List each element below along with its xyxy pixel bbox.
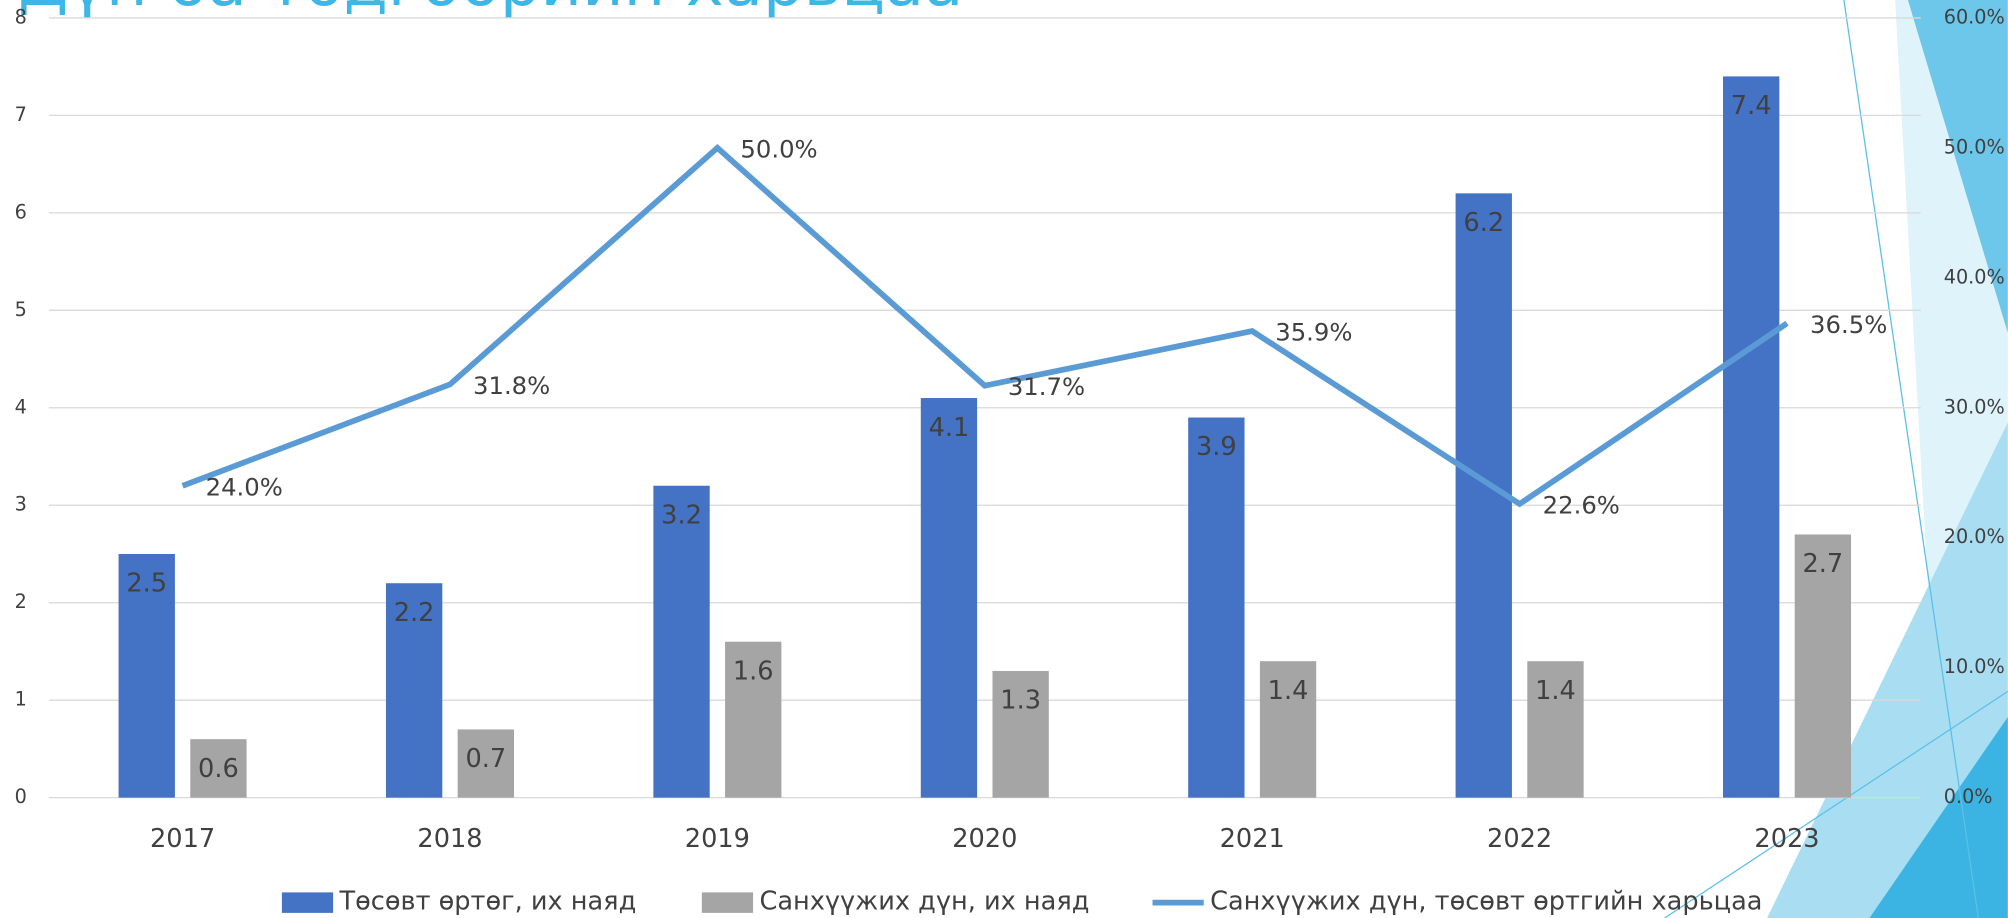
bar-label: 3.9 [1196, 432, 1237, 462]
y-tick-label: 6 [15, 200, 27, 223]
chart: Дүн ба төдгөөрийн харьцаа 0123456780.0%1… [0, 0, 2008, 918]
legend-label: Санхүүжих дүн, төсөвт өртгийн харьцаа [1210, 887, 1762, 917]
bar [653, 486, 709, 798]
bar-label: 4.1 [929, 413, 970, 443]
bar-label: 0.6 [198, 754, 239, 784]
bar [1723, 76, 1779, 797]
y2-tick-label: 0.0% [1944, 785, 1993, 808]
y2-tick-label: 30.0% [1944, 395, 2005, 418]
bar-label: 2.2 [394, 598, 435, 628]
line-label: 36.5% [1810, 310, 1887, 339]
bar [921, 398, 977, 798]
y-tick-label: 4 [15, 395, 27, 418]
bar-label: 3.2 [661, 500, 702, 530]
legend-label: Санхүүжих дүн, их наяд [759, 887, 1089, 917]
legend-label: Төсөвт өртөг, их наяд [339, 887, 637, 917]
x-tick-label: 2021 [1220, 824, 1285, 854]
line-label: 50.0% [740, 134, 817, 163]
legend-swatch [702, 892, 753, 912]
y-tick-label: 5 [15, 298, 27, 321]
line-label: 22.6% [1543, 491, 1620, 520]
line [183, 148, 1787, 504]
y2-tick-label: 50.0% [1944, 135, 2005, 158]
y-tick-label: 0 [15, 785, 27, 808]
y-tick-label: 3 [15, 493, 27, 516]
bar [1188, 418, 1244, 798]
y-tick-label: 7 [15, 103, 27, 126]
bar-label: 0.7 [465, 744, 506, 774]
y-tick-label: 8 [15, 5, 27, 28]
line-label: 31.7% [1008, 372, 1085, 401]
legend-swatch [282, 892, 333, 912]
x-tick-label: 2018 [417, 824, 482, 854]
bar-label: 2.7 [1803, 549, 1844, 579]
bar-label: 6.2 [1463, 208, 1504, 238]
y-tick-label: 1 [15, 688, 27, 711]
line-label: 24.0% [206, 472, 283, 501]
bar-label: 1.6 [733, 656, 774, 686]
bar-label: 1.3 [1000, 686, 1041, 716]
bar-label: 7.4 [1731, 91, 1772, 121]
y2-tick-label: 40.0% [1944, 265, 2005, 288]
y-tick-label: 2 [15, 590, 27, 613]
line-label: 31.8% [473, 371, 550, 400]
line-label: 35.9% [1275, 318, 1352, 347]
x-tick-label: 2020 [952, 824, 1017, 854]
x-tick-label: 2022 [1487, 824, 1552, 854]
y2-tick-label: 20.0% [1944, 525, 2005, 548]
x-tick-label: 2019 [685, 824, 750, 854]
y2-tick-label: 10.0% [1944, 655, 2005, 678]
x-tick-label: 2017 [150, 824, 215, 854]
y2-tick-label: 60.0% [1944, 5, 2005, 28]
x-tick-label: 2023 [1754, 824, 1819, 854]
bar-label: 1.4 [1268, 676, 1309, 706]
bar-label: 2.5 [126, 569, 167, 599]
bar-label: 1.4 [1535, 676, 1576, 706]
